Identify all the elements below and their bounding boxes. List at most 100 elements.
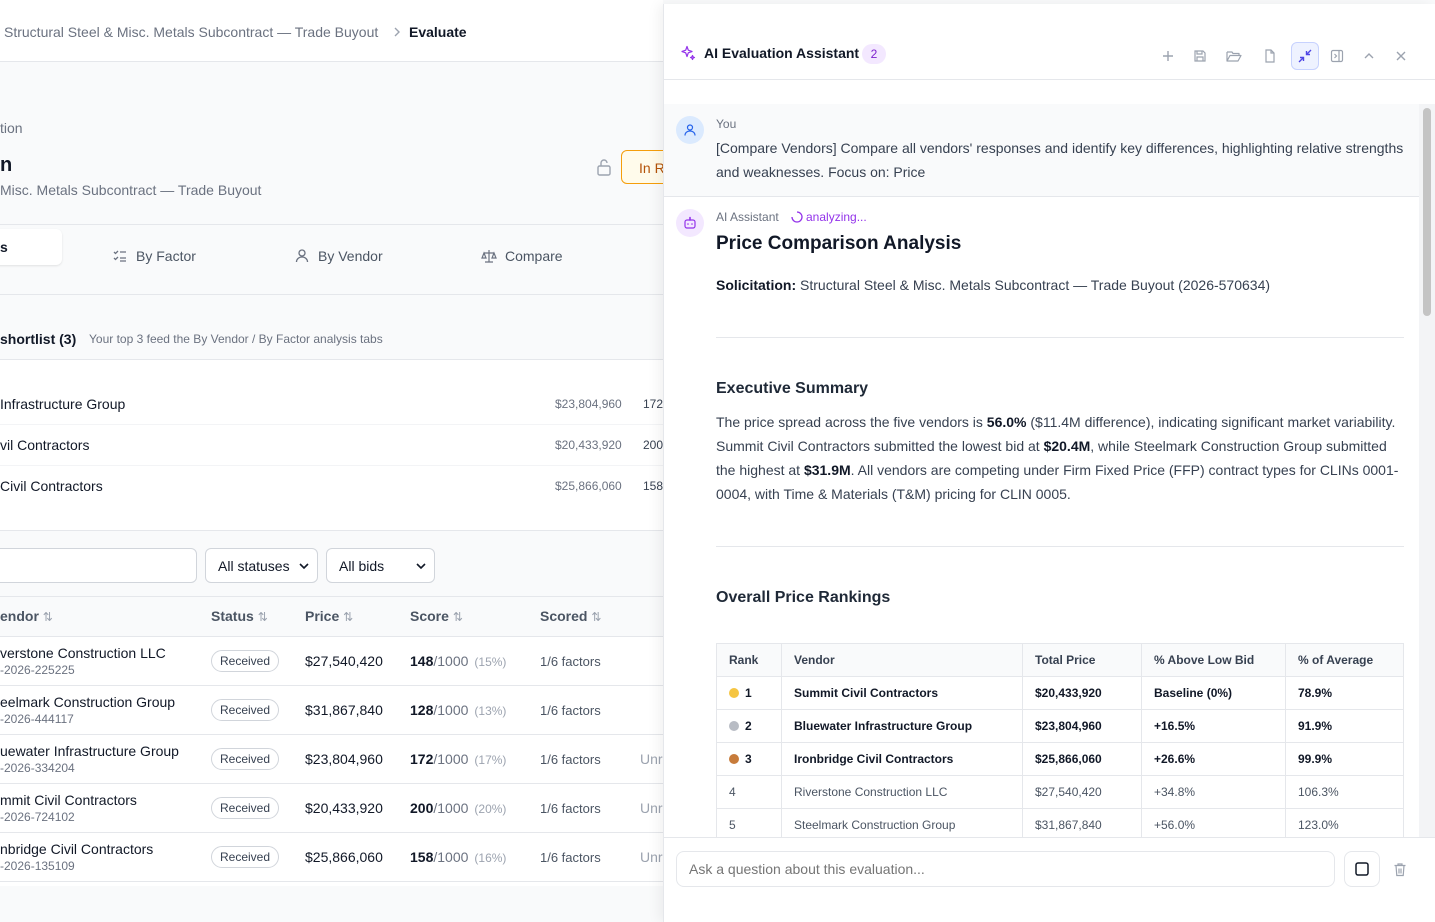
ranking-row: 4 Riverstone Construction LLC $27,540,42…: [716, 775, 1404, 809]
breadcrumb-current: Evaluate: [409, 24, 467, 40]
factors-scored: 1/6 factors: [540, 752, 601, 767]
exec-summary-text: The price spread across the five vendors…: [716, 414, 1399, 502]
above-cell: +34.8%: [1141, 775, 1286, 809]
vendor-name[interactable]: uewater Infrastructure Group: [0, 743, 179, 759]
ranking-row: 1 Summit Civil Contractors $20,433,920 B…: [716, 676, 1404, 710]
ask-input[interactable]: [676, 851, 1335, 887]
vendor-name[interactable]: mmit Civil Contractors: [0, 792, 137, 808]
vendor-col-header: Vendor: [781, 643, 1023, 677]
above-cell: +56.0%: [1141, 808, 1286, 842]
chevron-down-icon: [416, 562, 426, 569]
above-cell: +26.6%: [1141, 742, 1286, 776]
score-value: 172/1000 (17%): [410, 751, 507, 767]
col-price[interactable]: Price ⇅: [305, 608, 354, 624]
total-cell: $25,866,060: [1022, 742, 1142, 776]
vendor-name[interactable]: eelmark Construction Group: [0, 694, 176, 710]
user-icon: [684, 124, 696, 136]
bids-filter-select[interactable]: All bids: [326, 548, 435, 583]
avg-col-header: % of Average: [1285, 643, 1404, 677]
sort-icon: ⇅: [42, 610, 53, 624]
table-row[interactable]: uewater Infrastructure Group -2026-33420…: [0, 735, 663, 784]
save-icon: [1194, 50, 1206, 62]
col-score[interactable]: Score ⇅: [410, 608, 463, 624]
shortlist-vendor: Civil Contractors: [0, 478, 103, 494]
above-col-header: % Above Low Bid: [1141, 643, 1286, 677]
status-badge: Received: [211, 650, 280, 672]
tab-active[interactable]: s: [0, 229, 62, 265]
rankings-heading: Overall Price Rankings: [716, 589, 891, 606]
dock-button[interactable]: [1323, 42, 1351, 70]
vendor-name[interactable]: nbridge Civil Contractors: [0, 841, 154, 857]
table-row[interactable]: nbridge Civil Contractors -2026-135109 R…: [0, 833, 663, 882]
vendor-id: -2026-334204: [0, 761, 75, 775]
tab-by-vendor[interactable]: By Vendor: [294, 238, 383, 274]
plus-icon: [1163, 51, 1173, 61]
lock-icon[interactable]: [596, 158, 612, 176]
minimize-icon: [1298, 49, 1312, 63]
price-value: $25,866,060: [305, 849, 383, 865]
total-cell: $20,433,920: [1022, 676, 1142, 710]
solicitation-name: Misc. Metals Subcontract — Trade Buyout: [0, 182, 262, 198]
panel-right-icon: [1330, 49, 1344, 63]
shortlist-item[interactable]: Civil Contractors $25,866,060 158: [0, 466, 663, 507]
chevron-up-icon: [1364, 53, 1374, 59]
tab-compare[interactable]: Compare: [481, 238, 563, 274]
chevron-right-icon: [394, 27, 400, 37]
score-value: 128/1000 (13%): [410, 702, 507, 718]
status-filter-select[interactable]: All statuses: [205, 548, 318, 583]
vendor-cell: Ironbridge Civil Contractors: [781, 742, 1023, 776]
table-row[interactable]: eelmark Construction Group -2026-444117 …: [0, 686, 663, 735]
new-chat-button[interactable]: [1154, 42, 1182, 70]
clear-chat-button[interactable]: [1386, 851, 1414, 887]
chevron-up-button[interactable]: [1355, 42, 1383, 70]
status-badge[interactable]: In R: [621, 150, 663, 184]
table-row[interactable]: mmit Civil Contractors -2026-724102 Rece…: [0, 784, 663, 833]
above-cell: Baseline (0%): [1141, 676, 1286, 710]
search-input[interactable]: [0, 548, 197, 583]
table-row[interactable]: verstone Construction LLC -2026-225225 R…: [0, 637, 663, 686]
breadcrumb-parent[interactable]: Structural Steel & Misc. Metals Subcontr…: [4, 24, 379, 40]
status-filter-value: All statuses: [218, 557, 290, 574]
col-status[interactable]: Status ⇅: [211, 608, 268, 624]
scrollbar-thumb[interactable]: [1423, 108, 1431, 316]
export-button[interactable]: [1256, 42, 1284, 70]
status-badge: Received: [211, 846, 280, 868]
sort-icon: ⇅: [591, 610, 602, 624]
page-subtitle: tion: [0, 120, 23, 136]
stop-button[interactable]: [1344, 851, 1380, 887]
vendor-cell: Steelmark Construction Group: [781, 808, 1023, 842]
sort-icon: ⇅: [257, 610, 268, 624]
open-button[interactable]: [1220, 42, 1248, 70]
shortlist-item[interactable]: vil Contractors $20,433,920 200: [0, 425, 663, 466]
shortlist-score: 158: [643, 479, 663, 493]
row-extra: Unr: [640, 849, 663, 865]
tab-by-factor[interactable]: By Factor: [112, 238, 196, 274]
stop-icon: [1355, 862, 1369, 876]
save-button[interactable]: [1186, 42, 1214, 70]
tab-compare-label: Compare: [505, 248, 563, 264]
sort-icon: ⇅: [452, 610, 463, 624]
shortlist-hint: Your top 3 feed the By Vendor / By Facto…: [89, 332, 383, 346]
ranking-row: 3 Ironbridge Civil Contractors $25,866,0…: [716, 742, 1404, 776]
folder-open-icon: [1226, 51, 1242, 62]
sparkles-icon: [681, 45, 696, 61]
rank-cell: 4: [716, 775, 782, 809]
col-scored[interactable]: Scored ⇅: [540, 608, 602, 624]
user-icon: [295, 249, 309, 263]
page-title: n: [0, 154, 13, 176]
price-value: $23,804,960: [305, 751, 383, 767]
ai-avatar: [676, 209, 704, 237]
tab-by-factor-label: By Factor: [136, 248, 196, 264]
chevron-down-icon: [299, 562, 309, 569]
gold-medal-icon: [729, 688, 739, 698]
collapse-button[interactable]: [1291, 42, 1319, 70]
close-button[interactable]: [1387, 42, 1415, 70]
price-value: $20,433,920: [305, 800, 383, 816]
shortlist-item[interactable]: Infrastructure Group $23,804,960 172: [0, 384, 663, 425]
avg-cell: 123.0%: [1285, 808, 1404, 842]
vendor-name[interactable]: verstone Construction LLC: [0, 645, 166, 661]
col-vendor[interactable]: endor ⇅: [0, 608, 53, 624]
vendor-id: -2026-444117: [0, 712, 74, 726]
shortlist-price: $23,804,960: [555, 397, 622, 411]
rank-cell: 3: [716, 742, 782, 776]
